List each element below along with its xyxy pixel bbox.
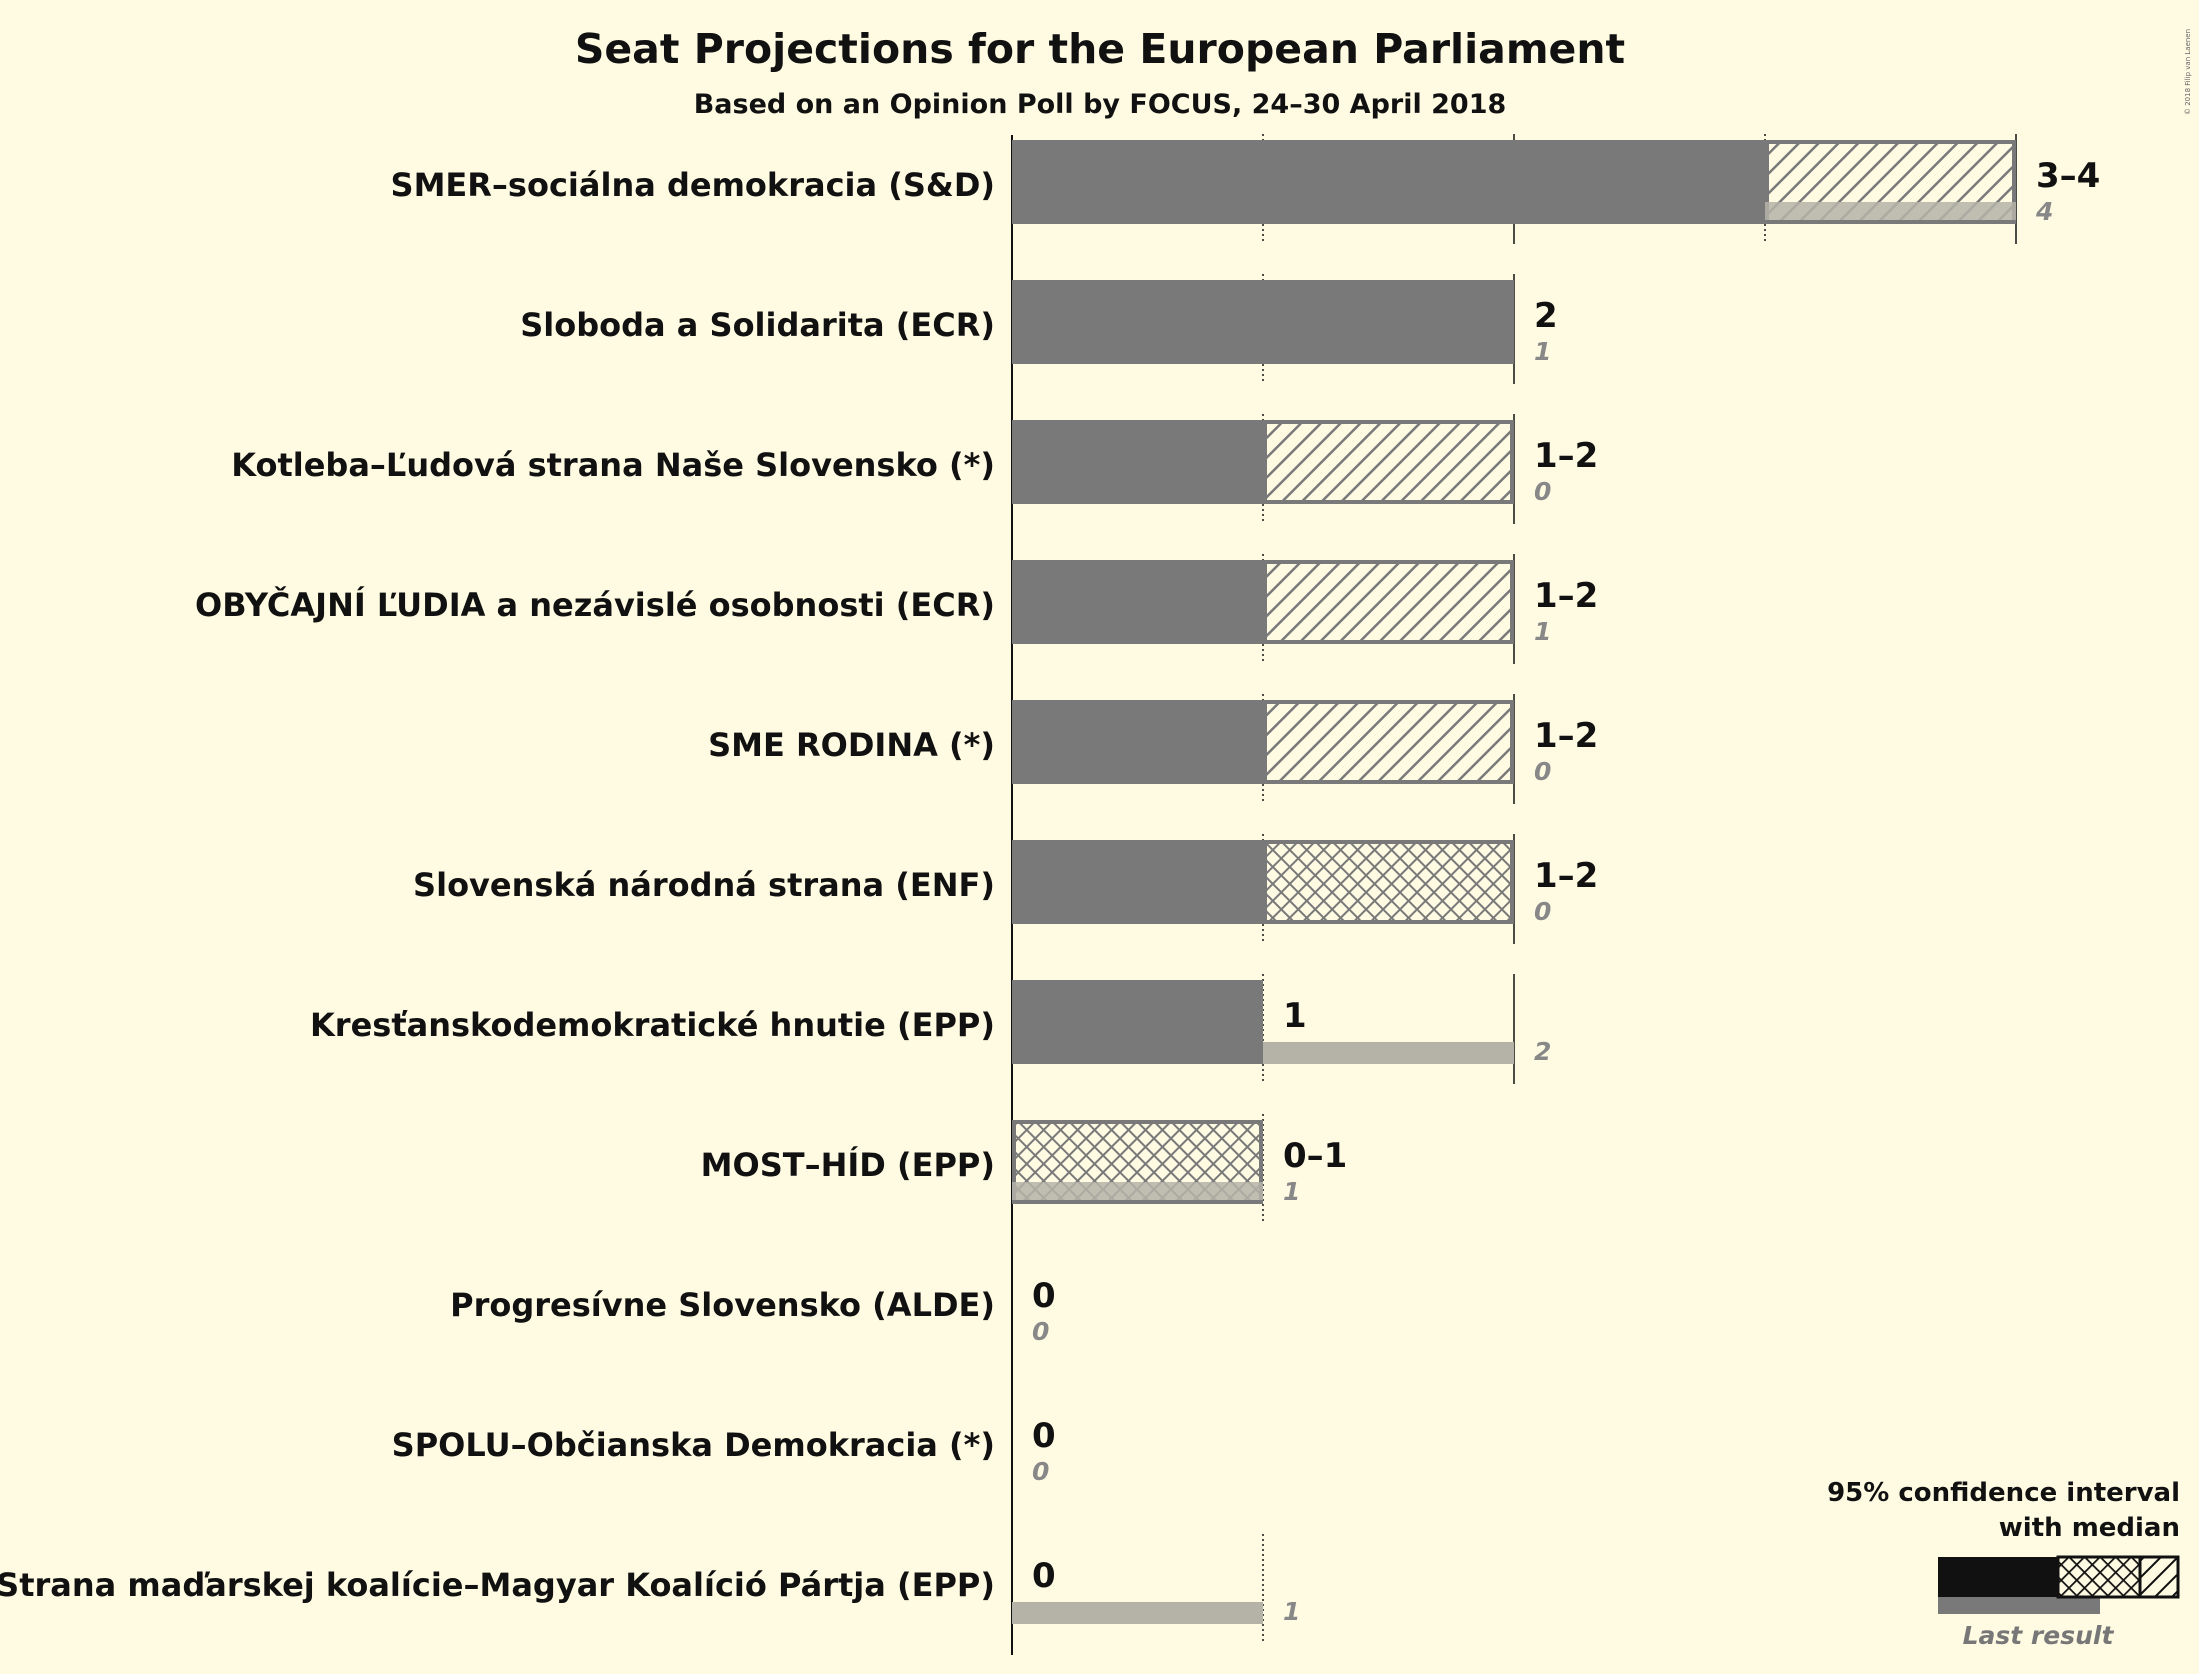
party-name: Kotleba–Ľudová strana Naše Slovensko (*): [231, 446, 995, 484]
last-result-label: 0: [1534, 477, 1551, 506]
chart-rows: [1012, 140, 2016, 1624]
party-name: Sloboda a Solidarita (ECR): [520, 306, 995, 344]
last-result-label: 1: [1283, 1177, 1300, 1206]
last-result-label: 0: [1534, 757, 1551, 786]
party-row: [1012, 420, 1514, 504]
seat-range-label: 0: [1032, 1276, 1056, 1316]
confidence-interval-bar: [1263, 420, 1514, 504]
legend-last-result-swatch: [1938, 1596, 2100, 1614]
party-row: [1012, 980, 1514, 1064]
median-bar: [1012, 980, 1263, 1064]
legend: 95% confidence interval with median Last…: [1827, 1478, 2180, 1650]
seat-range-label: 0: [1032, 1556, 1056, 1596]
confidence-interval-bar: [1263, 560, 1514, 644]
seat-range-label: 0–1: [1283, 1136, 1347, 1176]
legend-hatch-swatch: [2138, 1555, 2180, 1599]
legend-title-line2: with median: [1999, 1513, 2180, 1543]
seat-range-label: 1–2: [1534, 576, 1598, 616]
party-labels: SMER–sociálna demokracia (S&D) 3–44 Slobod…: [0, 156, 2100, 1626]
chart-subtitle: Based on an Opinion Poll by FOCUS, 24–30…: [694, 89, 1507, 120]
last-result-label: 4: [2035, 197, 2053, 226]
confidence-interval-bar: [1263, 840, 1514, 924]
seat-range-label: 2: [1534, 296, 1558, 336]
seat-range-label: 1–2: [1534, 856, 1598, 896]
median-bar: [1012, 840, 1263, 924]
median-bar: [1012, 280, 1514, 364]
confidence-interval-bar: [1263, 700, 1514, 784]
party-name: Kresťanskodemokratické hnutie (EPP): [310, 1006, 995, 1044]
median-bar: [1012, 560, 1263, 644]
legend-cross-swatch: [2056, 1555, 2142, 1599]
legend-title-line1: 95% confidence interval: [1827, 1478, 2180, 1508]
last-result-label: 0: [1032, 1457, 1049, 1486]
median-bar: [1012, 700, 1263, 784]
last-result-label: 1: [1534, 337, 1551, 366]
seat-range-label: 1: [1283, 996, 1307, 1036]
last-result-overlay: [1765, 202, 2016, 220]
party-row: [1012, 560, 1514, 644]
party-row: [1012, 1602, 1263, 1624]
party-name: Strana maďarskej koalície–Magyar Koalíci…: [0, 1566, 995, 1604]
party-row: [1012, 840, 1514, 924]
last-result-label: 0: [1534, 897, 1551, 926]
median-bar: [1012, 140, 1765, 224]
last-result-overlay: [1012, 1182, 1263, 1200]
last-result-label: 2: [1534, 1037, 1551, 1066]
seat-range-label: 0: [1032, 1416, 1056, 1456]
median-bar: [1012, 420, 1263, 504]
party-name: OBYČAJNÍ ĽUDIA a nezávislé osobnosti (EC…: [195, 585, 995, 624]
party-name: Slovenská národná strana (ENF): [413, 866, 995, 904]
copyright-note: © 2018 Filip van Laenen: [2184, 29, 2192, 115]
chart-title: Seat Projections for the European Parlia…: [575, 25, 1625, 73]
legend-median-swatch: [1938, 1557, 2058, 1597]
party-row: [1012, 280, 1514, 364]
party-name: SMER–sociálna demokracia (S&D): [391, 166, 995, 204]
legend-last-result-label: Last result: [1963, 1621, 2115, 1650]
last-result-label: 1: [1534, 617, 1551, 646]
party-name: SME RODINA (*): [708, 726, 995, 764]
party-row: [1012, 700, 1514, 784]
last-result-label: 0: [1032, 1317, 1049, 1346]
seat-range-label: 1–2: [1534, 716, 1598, 756]
party-row: [1012, 1120, 1263, 1204]
last-result-bar: [1012, 1602, 1263, 1624]
seat-range-label: 1–2: [1534, 436, 1598, 476]
party-name: MOST–HÍD (EPP): [701, 1146, 995, 1184]
party-name: Progresívne Slovensko (ALDE): [450, 1286, 995, 1324]
seat-range-label: 3–4: [2036, 156, 2100, 196]
party-row: [1012, 140, 2016, 224]
party-name: SPOLU–Občianska Demokracia (*): [392, 1426, 995, 1464]
last-result-label: 1: [1283, 1597, 1300, 1626]
